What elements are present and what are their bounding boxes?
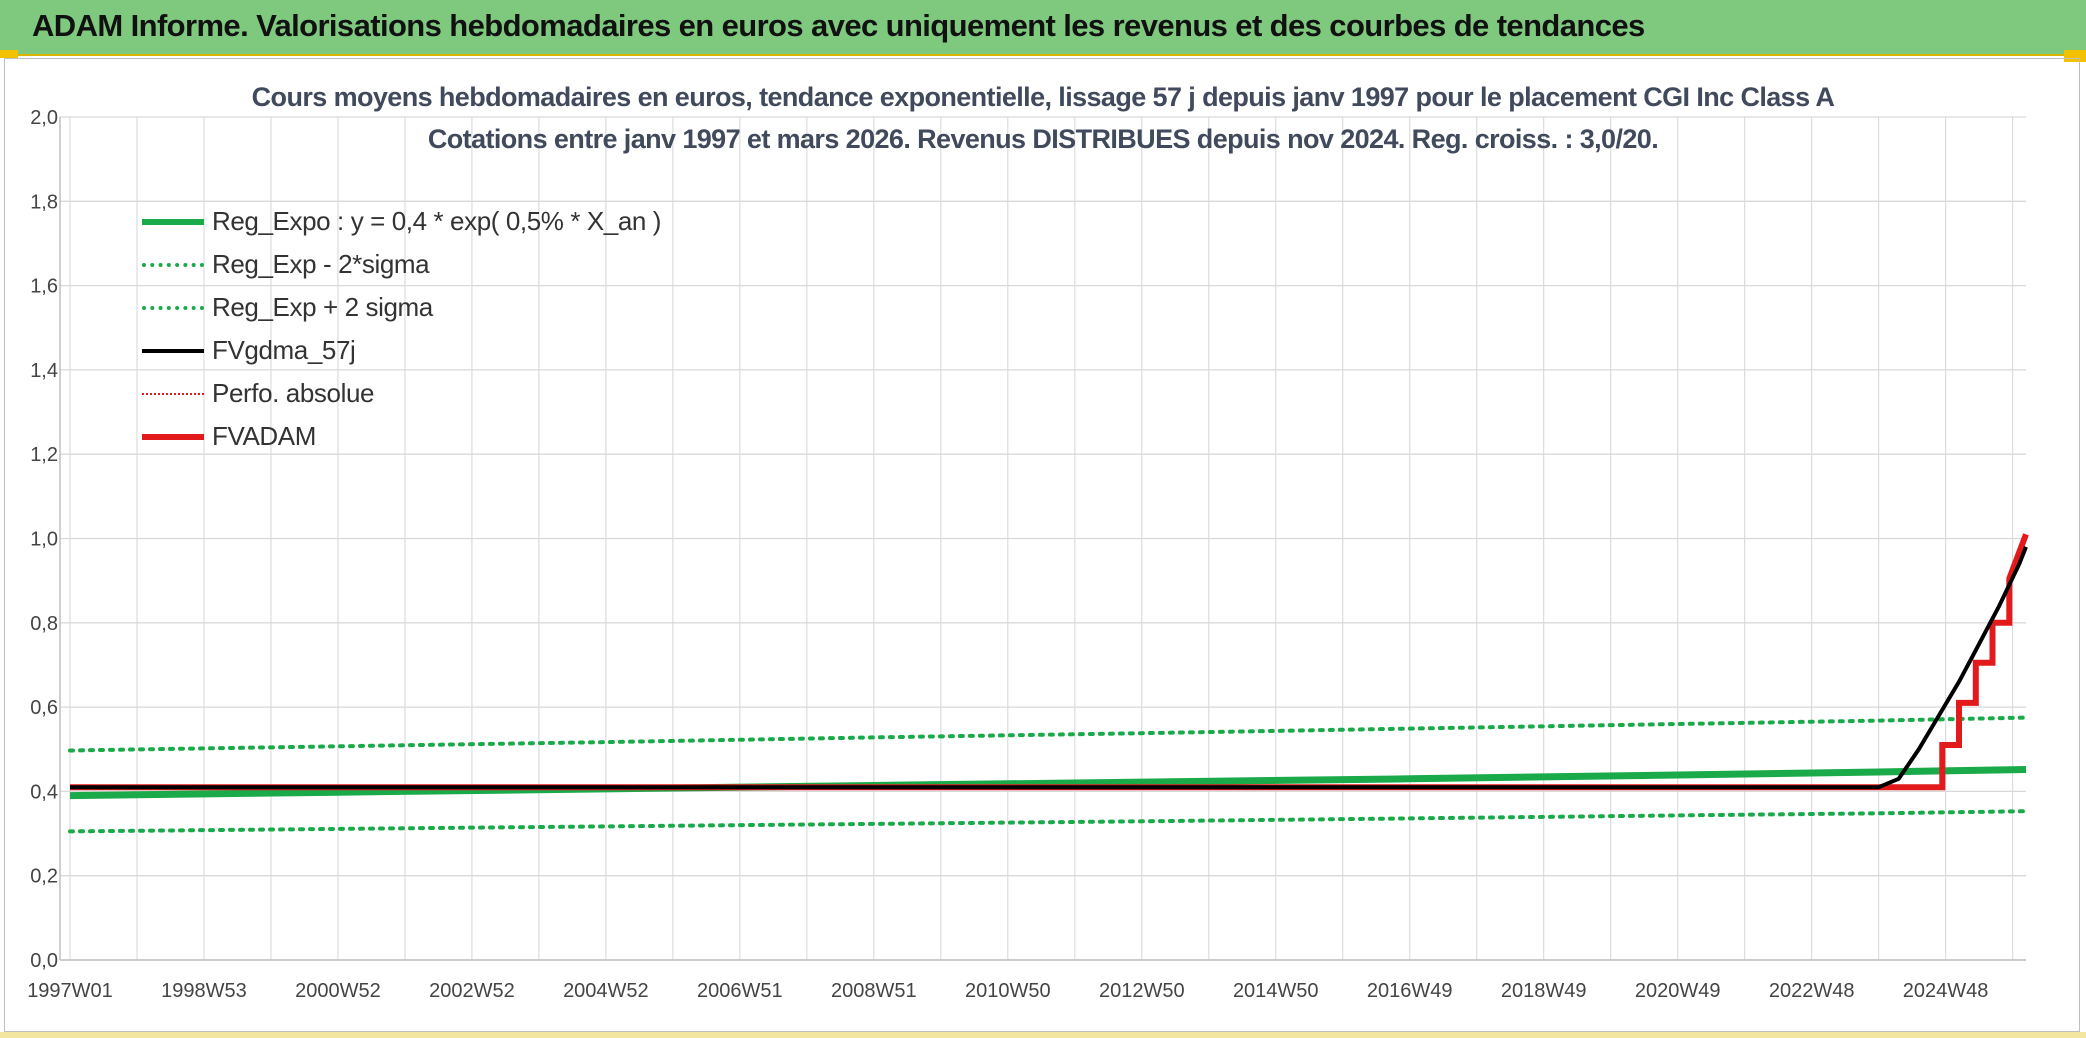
y-tick-label: 0,0 <box>30 950 58 972</box>
x-tick-label: 1998W53 <box>161 980 247 1002</box>
y-tick-label: 0,6 <box>30 697 58 719</box>
chart-axes: 0,0 0,2 0,4 0,6 0,8 1,0 1,2 1,4 1,6 1,8 2,0 1997W01… <box>27 107 2026 1002</box>
x-tick-label: 2020W49 <box>1635 980 1721 1002</box>
y-tick-label: 1,0 <box>30 529 58 551</box>
y-tick-label: 1,2 <box>30 444 58 466</box>
chart-frame <box>4 58 2080 1032</box>
report-banner: ADAM Informe. Valorisations hebdomadaire… <box>0 0 2086 56</box>
x-tick-label: 2004W52 <box>563 980 649 1002</box>
legend-swatch-dotted-red <box>142 392 204 395</box>
x-tick-label: 2012W50 <box>1099 980 1185 1002</box>
x-tick-label: 2018W49 <box>1501 980 1587 1002</box>
legend-label: FVgdma_57j <box>212 335 356 365</box>
bottom-strip <box>0 1032 2086 1038</box>
legend-label: Reg_Exp + 2 sigma <box>212 292 433 322</box>
y-tick-label: 1,8 <box>30 191 58 213</box>
legend-label: Reg_Exp - 2*sigma <box>212 249 430 279</box>
y-tick-label: 2,0 <box>30 107 58 129</box>
series-line-3 <box>70 546 2028 790</box>
legend-swatch-dotted-green <box>142 305 204 310</box>
series-line-1 <box>68 809 2028 834</box>
legend-swatch-solid-red <box>142 433 204 440</box>
y-tick-label: 1,4 <box>30 360 58 382</box>
y-tick-label: 1,6 <box>30 276 58 298</box>
legend-item: Reg_Exp + 2 sigma <box>142 286 661 329</box>
series-line-2 <box>68 715 2028 753</box>
series-line-0 <box>69 766 2027 800</box>
x-tick-label: 2022W48 <box>1769 980 1855 1002</box>
legend-swatch-solid-black <box>142 348 204 353</box>
x-tick-label: 2000W52 <box>295 980 381 1002</box>
chart-series <box>68 533 2029 834</box>
legend-swatch-solid-green <box>142 218 204 225</box>
chart-title-line2: Cotations entre janv 1997 et mars 2026. … <box>427 124 1659 154</box>
legend-swatch-dotted-green <box>142 262 204 267</box>
x-tick-label: 2024W48 <box>1903 980 1989 1002</box>
report-title: ADAM Informe. Valorisations hebdomadaire… <box>32 8 1645 43</box>
y-tick-label: 0,8 <box>30 613 58 635</box>
x-tick-label: 2008W51 <box>831 980 917 1002</box>
legend-label: Perfo. absolue <box>212 378 375 408</box>
y-tick-label: 0,4 <box>30 781 58 803</box>
chart-title-line1: Cours moyens hebdomadaires en euros, ten… <box>251 82 1835 112</box>
x-tick-label: 2006W51 <box>697 980 783 1002</box>
legend-item: Perfo. absolue <box>142 372 661 415</box>
x-tick-label: 2014W50 <box>1233 980 1319 1002</box>
legend-item: FVADAM <box>142 415 661 458</box>
banner-accent-left <box>0 50 18 58</box>
legend-item: FVgdma_57j <box>142 329 661 372</box>
banner-accent-right <box>2064 50 2086 62</box>
series-line-5 <box>70 533 2029 791</box>
chart-legend: Reg_Expo : y = 0,4 * exp( 0,5% * X_an ) … <box>142 200 661 458</box>
x-tick-label: 1997W01 <box>27 980 113 1002</box>
x-tick-label: 2002W52 <box>429 980 515 1002</box>
legend-label: FVADAM <box>212 421 317 451</box>
y-tick-label: 0,2 <box>30 866 58 888</box>
legend-item: Reg_Exp - 2*sigma <box>142 243 661 286</box>
x-tick-label: 2010W50 <box>965 980 1051 1002</box>
legend-label: Reg_Expo : y = 0,4 * exp( 0,5% * X_an ) <box>212 206 662 236</box>
legend-item: Reg_Expo : y = 0,4 * exp( 0,5% * X_an ) <box>142 200 661 243</box>
x-tick-label: 2016W49 <box>1367 980 1453 1002</box>
